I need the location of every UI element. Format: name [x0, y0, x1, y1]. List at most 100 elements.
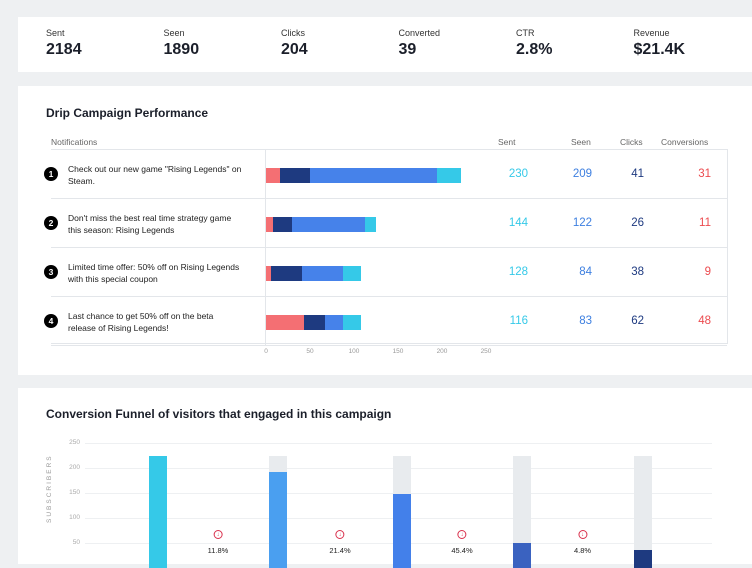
- clicks-segment: [273, 217, 292, 232]
- stat-label: Converted: [399, 28, 441, 38]
- axis-tick: 50: [306, 348, 313, 355]
- seen-segment: [302, 266, 342, 281]
- stat-label: Clicks: [281, 28, 308, 38]
- conversions-segment: [266, 217, 273, 232]
- stat-label: Revenue: [634, 28, 686, 38]
- y-tick: 50: [46, 539, 80, 546]
- clicks-segment: [271, 266, 302, 281]
- row-number: 3: [44, 265, 58, 279]
- drop-rate-value: 4.8%: [574, 546, 591, 555]
- drip-title: Drip Campaign Performance: [46, 106, 208, 120]
- stat-value: $21.4K: [634, 41, 686, 59]
- clicks-value: 26: [604, 217, 644, 229]
- col-seen: Seen: [571, 137, 591, 147]
- clicks-segment: [304, 315, 325, 330]
- sent-value: 230: [488, 168, 528, 180]
- sent-value: 128: [488, 266, 528, 278]
- arrow-down-circle-icon: ↓: [214, 530, 223, 539]
- notification-text: Last chance to get 50% off on the beta r…: [68, 310, 243, 334]
- axis-tick: 0: [264, 348, 268, 355]
- row-number: 2: [44, 216, 58, 230]
- stat-value: 2184: [46, 41, 82, 59]
- stat-clicks: Clicks 204: [281, 28, 308, 59]
- axis-tick: 250: [481, 348, 492, 355]
- stat-label: Sent: [46, 28, 82, 38]
- seen-value: 209: [552, 168, 592, 180]
- y-tick: 150: [46, 489, 80, 496]
- funnel-bar[interactable]: [513, 543, 531, 568]
- arrow-down-circle-icon: ↓: [336, 530, 345, 539]
- notifications-header: Notifications: [51, 137, 97, 147]
- funnel-bar[interactable]: [149, 456, 167, 568]
- axis-tick: 100: [349, 348, 360, 355]
- stat-label: Seen: [164, 28, 200, 38]
- stat-value: 1890: [164, 41, 200, 59]
- funnel-bar[interactable]: [634, 550, 652, 568]
- funnel-title: Conversion Funnel of visitors that engag…: [46, 407, 391, 421]
- clicks-value: 41: [604, 168, 644, 180]
- conversions-value: 48: [671, 315, 711, 327]
- notification-text: Don't miss the best real time strategy g…: [68, 212, 243, 236]
- funnel-bar[interactable]: [393, 494, 411, 568]
- drip-campaign-card: Drip Campaign Performance Notifications …: [18, 86, 752, 375]
- seen-value: 84: [552, 266, 592, 278]
- seen-segment: [325, 315, 343, 330]
- sent-segment: [365, 217, 376, 232]
- clicks-value: 38: [604, 266, 644, 278]
- summary-stats: Sent 2184 Seen 1890 Clicks 204 Converted 39 CTR 2…: [18, 17, 752, 72]
- axis-tick: 150: [393, 348, 404, 355]
- sent-value: 144: [488, 217, 528, 229]
- conversions-segment: [266, 315, 304, 330]
- stat-ctr: CTR 2.8%: [516, 28, 552, 59]
- row-number: 1: [44, 167, 58, 181]
- sent-segment: [343, 315, 361, 330]
- drop-rate-value: 21.4%: [329, 546, 350, 555]
- drop-rate-value: 45.4%: [451, 546, 472, 555]
- seen-segment: [292, 217, 365, 232]
- conversions-value: 9: [671, 266, 711, 278]
- drop-rate: ↓ 45.4%: [451, 530, 472, 555]
- funnel-bar[interactable]: [269, 472, 287, 568]
- sent-segment: [437, 168, 462, 183]
- stat-revenue: Revenue $21.4K: [634, 28, 686, 59]
- y-tick: 250: [46, 439, 80, 446]
- gridline: [85, 443, 712, 444]
- drop-rate-value: 11.8%: [208, 546, 229, 555]
- sent-segment: [343, 266, 361, 281]
- drop-rate: ↓ 11.8%: [208, 530, 229, 555]
- clicks-value: 62: [604, 315, 644, 327]
- conversions-value: 11: [671, 217, 711, 229]
- seen-segment: [310, 168, 437, 183]
- sent-value: 116: [488, 315, 528, 327]
- stat-value: 204: [281, 41, 308, 59]
- stat-label: CTR: [516, 28, 552, 38]
- col-conversions: Conversions: [661, 137, 708, 147]
- axis-tick: 200: [437, 348, 448, 355]
- stat-seen: Seen 1890: [164, 28, 200, 59]
- conversions-value: 31: [671, 168, 711, 180]
- notification-text: Check out our new game "Rising Legends" …: [68, 163, 243, 187]
- stat-value: 2.8%: [516, 41, 552, 59]
- col-sent: Sent: [498, 137, 516, 147]
- stat-sent: Sent 2184: [46, 28, 82, 59]
- drop-rate: ↓ 21.4%: [329, 530, 350, 555]
- seen-value: 122: [552, 217, 592, 229]
- drop-rate: ↓ 4.8%: [574, 530, 591, 555]
- funnel-card: Conversion Funnel of visitors that engag…: [18, 388, 752, 564]
- stat-value: 39: [399, 41, 441, 59]
- stat-converted: Converted 39: [399, 28, 441, 59]
- arrow-down-circle-icon: ↓: [458, 530, 467, 539]
- row-number: 4: [44, 314, 58, 328]
- notification-text: Limited time offer: 50% off on Rising Le…: [68, 261, 243, 285]
- y-tick: 100: [46, 514, 80, 521]
- conversions-segment: [266, 168, 280, 183]
- y-tick: 200: [46, 464, 80, 471]
- clicks-segment: [280, 168, 310, 183]
- arrow-down-circle-icon: ↓: [578, 530, 587, 539]
- seen-value: 83: [552, 315, 592, 327]
